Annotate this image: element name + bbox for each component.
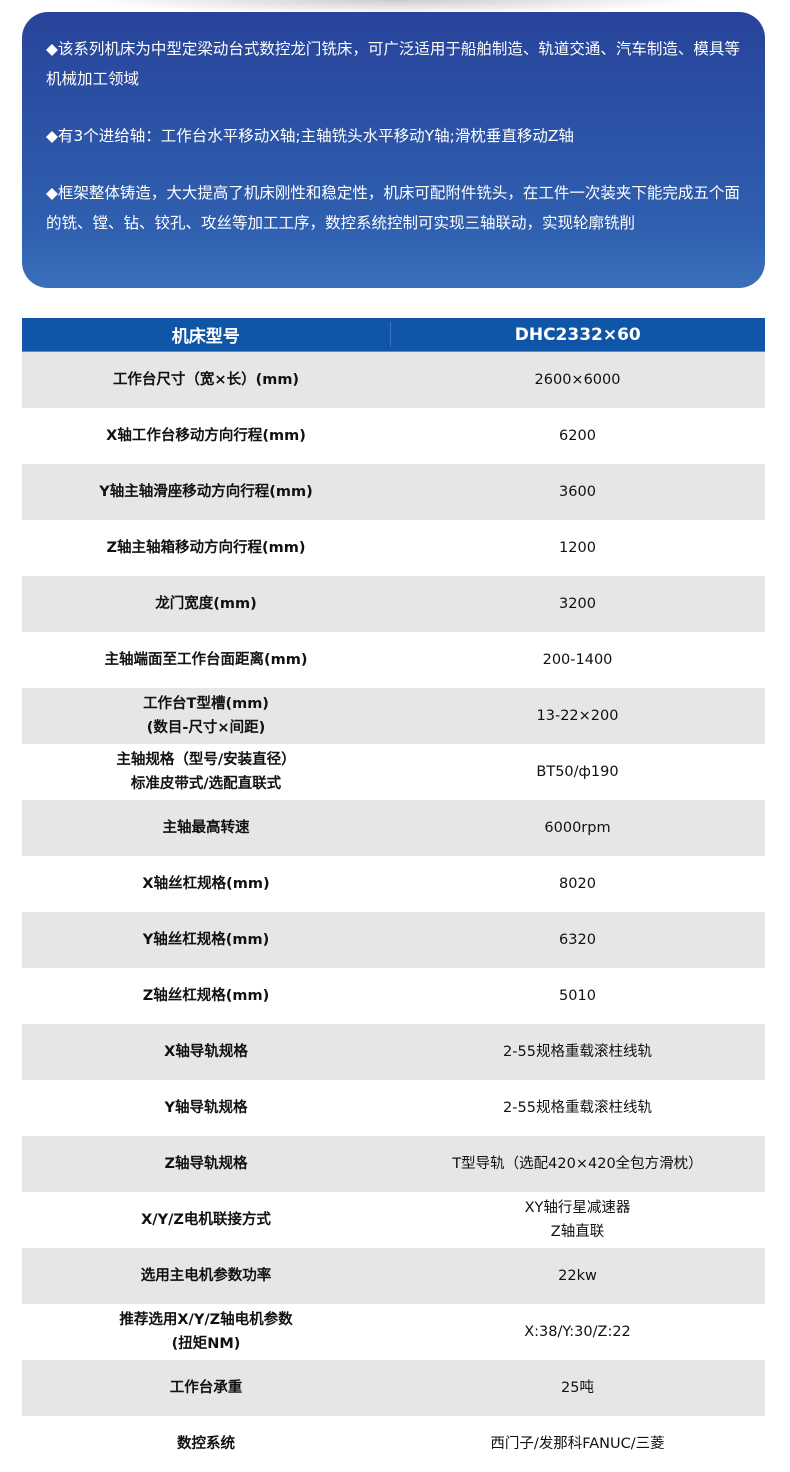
spec-value: XY轴行星减速器 Z轴直联 xyxy=(524,1200,631,1240)
spec-value: 6200 xyxy=(559,428,596,444)
spec-label: 选用主电机参数功率 xyxy=(140,1268,272,1284)
table-row: 龙门宽度(mm) 3200 xyxy=(22,576,765,632)
table-row: Z轴导轨规格 T型导轨（选配420×420全包方滑枕） xyxy=(22,1136,765,1192)
spec-label: X轴丝杠规格(mm) xyxy=(142,876,270,892)
spec-label: Z轴导轨规格 xyxy=(164,1156,248,1172)
table-row: 主轴端面至工作台面距离(mm) 200-1400 xyxy=(22,632,765,688)
spec-label: 龙门宽度(mm) xyxy=(155,596,257,612)
spec-value: 6000rpm xyxy=(544,820,611,836)
table-row: 主轴最高转速 6000rpm xyxy=(22,800,765,856)
spec-table: 机床型号 DHC2332×60 工作台尺寸（宽×长）(mm) 2600×6000 X… xyxy=(22,318,765,1472)
spec-label: X轴工作台移动方向行程(mm) xyxy=(106,428,306,444)
spec-label: 推荐选用X/Y/Z轴电机参数 (扭矩NM) xyxy=(119,1312,293,1352)
intro-box: ◆该系列机床为中型定梁动台式数控龙门铣床，可广泛适用于船舶制造、轨道交通、汽车制… xyxy=(22,12,765,288)
spec-label: 工作台T型槽(mm) (数目-尺寸×间距) xyxy=(143,696,269,736)
spec-value: BT50/ф190 xyxy=(536,764,619,780)
header-model-value: DHC2332×60 xyxy=(514,324,641,345)
spec-value: 西门子/发那科FANUC/三菱 xyxy=(490,1436,665,1452)
header-model-label: 机床型号 xyxy=(22,322,391,347)
spec-value: 8020 xyxy=(559,876,596,892)
table-row: 工作台尺寸（宽×长）(mm) 2600×6000 xyxy=(22,352,765,408)
spec-label: Z轴丝杠规格(mm) xyxy=(142,988,270,1004)
spec-label: 主轴端面至工作台面距离(mm) xyxy=(104,652,308,668)
spec-value: 3200 xyxy=(559,596,596,612)
table-row: 工作台承重 25吨 xyxy=(22,1360,765,1416)
table-row: Z轴主轴箱移动方向行程(mm) 1200 xyxy=(22,520,765,576)
table-row: Y轴丝杠规格(mm) 6320 xyxy=(22,912,765,968)
spec-value: 2-55规格重载滚柱线轨 xyxy=(503,1100,652,1116)
spec-label: 主轴最高转速 xyxy=(162,820,250,836)
spec-value: 3600 xyxy=(559,484,596,500)
table-row: 主轴规格（型号/安装直径） 标准皮带式/选配直联式 BT50/ф190 xyxy=(22,744,765,800)
top-shadow xyxy=(80,0,710,14)
table-row: X轴丝杠规格(mm) 8020 xyxy=(22,856,765,912)
table-row: 推荐选用X/Y/Z轴电机参数 (扭矩NM) X:38/Y:30/Z:22 xyxy=(22,1304,765,1360)
intro-paragraph: ◆框架整体铸造，大大提高了机床刚性和稳定性，机床可配附件铣头，在工件一次装夹下能… xyxy=(46,184,740,232)
table-row: 工作台T型槽(mm) (数目-尺寸×间距) 13-22×200 xyxy=(22,688,765,744)
table-row: Y轴主轴滑座移动方向行程(mm) 3600 xyxy=(22,464,765,520)
spec-value: 2600×6000 xyxy=(534,372,621,388)
spec-value: 22kw xyxy=(558,1268,597,1284)
spec-value: 13-22×200 xyxy=(536,708,619,724)
intro-paragraph: ◆该系列机床为中型定梁动台式数控龙门铣床，可广泛适用于船舶制造、轨道交通、汽车制… xyxy=(46,40,740,88)
table-row: 选用主电机参数功率 22kw xyxy=(22,1248,765,1304)
table-row: Y轴导轨规格 2-55规格重载滚柱线轨 xyxy=(22,1080,765,1136)
table-row: X轴导轨规格 2-55规格重载滚柱线轨 xyxy=(22,1024,765,1080)
spec-label: X轴导轨规格 xyxy=(164,1044,248,1060)
spec-label: 主轴规格（型号/安装直径） 标准皮带式/选配直联式 xyxy=(116,752,296,792)
spec-label: Y轴主轴滑座移动方向行程(mm) xyxy=(99,484,313,500)
spec-value: 1200 xyxy=(559,540,596,556)
table-row: X轴工作台移动方向行程(mm) 6200 xyxy=(22,408,765,464)
table-row: X/Y/Z电机联接方式 XY轴行星减速器 Z轴直联 xyxy=(22,1192,765,1248)
spec-label: 工作台承重 xyxy=(169,1380,243,1396)
spec-value: 200-1400 xyxy=(542,652,613,668)
spec-value: X:38/Y:30/Z:22 xyxy=(524,1324,631,1340)
spec-label: Y轴丝杠规格(mm) xyxy=(142,932,270,948)
intro-paragraph: ◆有3个进给轴：工作台水平移动X轴;主轴铣头水平移动Y轴;滑枕垂直移动Z轴 xyxy=(46,127,574,145)
spec-value: 2-55规格重载滚柱线轨 xyxy=(503,1044,652,1060)
spec-label: X/Y/Z电机联接方式 xyxy=(141,1212,271,1228)
spec-value: 25吨 xyxy=(561,1380,594,1396)
spec-label: 工作台尺寸（宽×长）(mm) xyxy=(112,372,300,388)
spec-label: 数控系统 xyxy=(177,1436,235,1452)
table-header: 机床型号 DHC2332×60 xyxy=(22,318,765,352)
table-row: 数控系统 西门子/发那科FANUC/三菱 xyxy=(22,1416,765,1472)
spec-label: Z轴主轴箱移动方向行程(mm) xyxy=(106,540,306,556)
spec-label: Y轴导轨规格 xyxy=(164,1100,248,1116)
spec-value: 5010 xyxy=(559,988,596,1004)
spec-value: T型导轨（选配420×420全包方滑枕） xyxy=(452,1156,703,1172)
spec-value: 6320 xyxy=(559,932,596,948)
table-row: Z轴丝杠规格(mm) 5010 xyxy=(22,968,765,1024)
